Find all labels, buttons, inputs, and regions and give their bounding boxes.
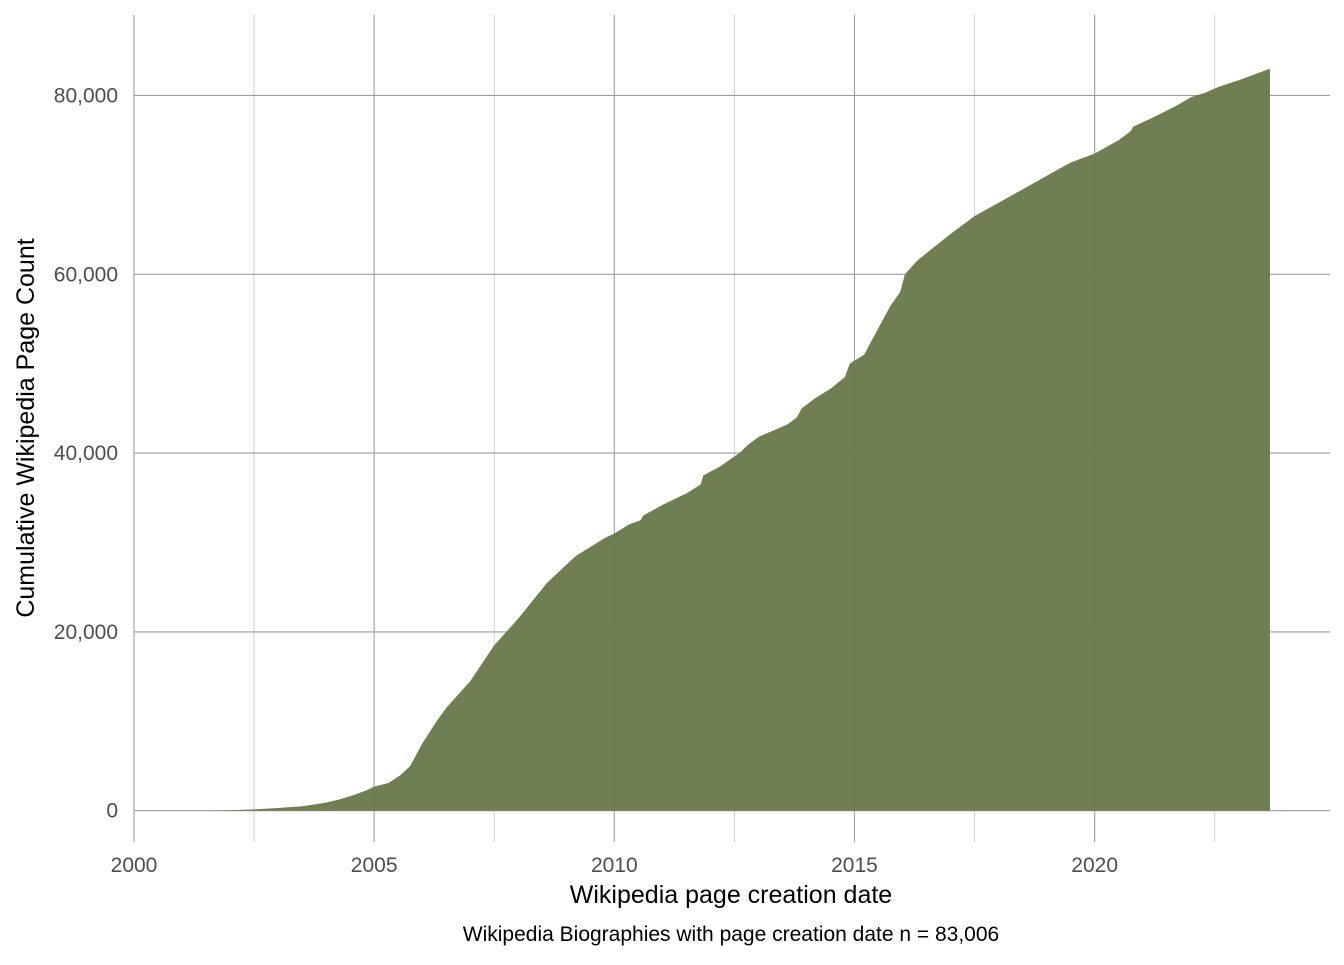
y-tick-label: 40,000 (54, 442, 118, 465)
y-tick-label: 80,000 (54, 84, 118, 107)
x-axis-title: Wikipedia page creation date (570, 881, 892, 909)
y-tick-label: 0 (106, 800, 118, 823)
x-tick-label: 2010 (591, 854, 638, 877)
x-tick-label: 2005 (351, 854, 398, 877)
y-axis-title: Cumulative Wikipedia Page Count (12, 238, 40, 617)
y-tick-labels: 0 20,000 40,000 60,000 80,000 (54, 84, 118, 822)
x-tick-labels: 2000 2005 2010 2015 2020 (111, 854, 1118, 877)
x-tick-label: 2015 (831, 854, 878, 877)
chart-caption: Wikipedia Biographies with page creation… (463, 923, 999, 946)
x-tick-label: 2020 (1071, 854, 1118, 877)
x-tick-label: 2000 (111, 854, 158, 877)
y-tick-label: 60,000 (54, 263, 118, 286)
y-tick-label: 20,000 (54, 621, 118, 644)
cumulative-area (206, 68, 1270, 811)
area-layer (206, 68, 1270, 811)
